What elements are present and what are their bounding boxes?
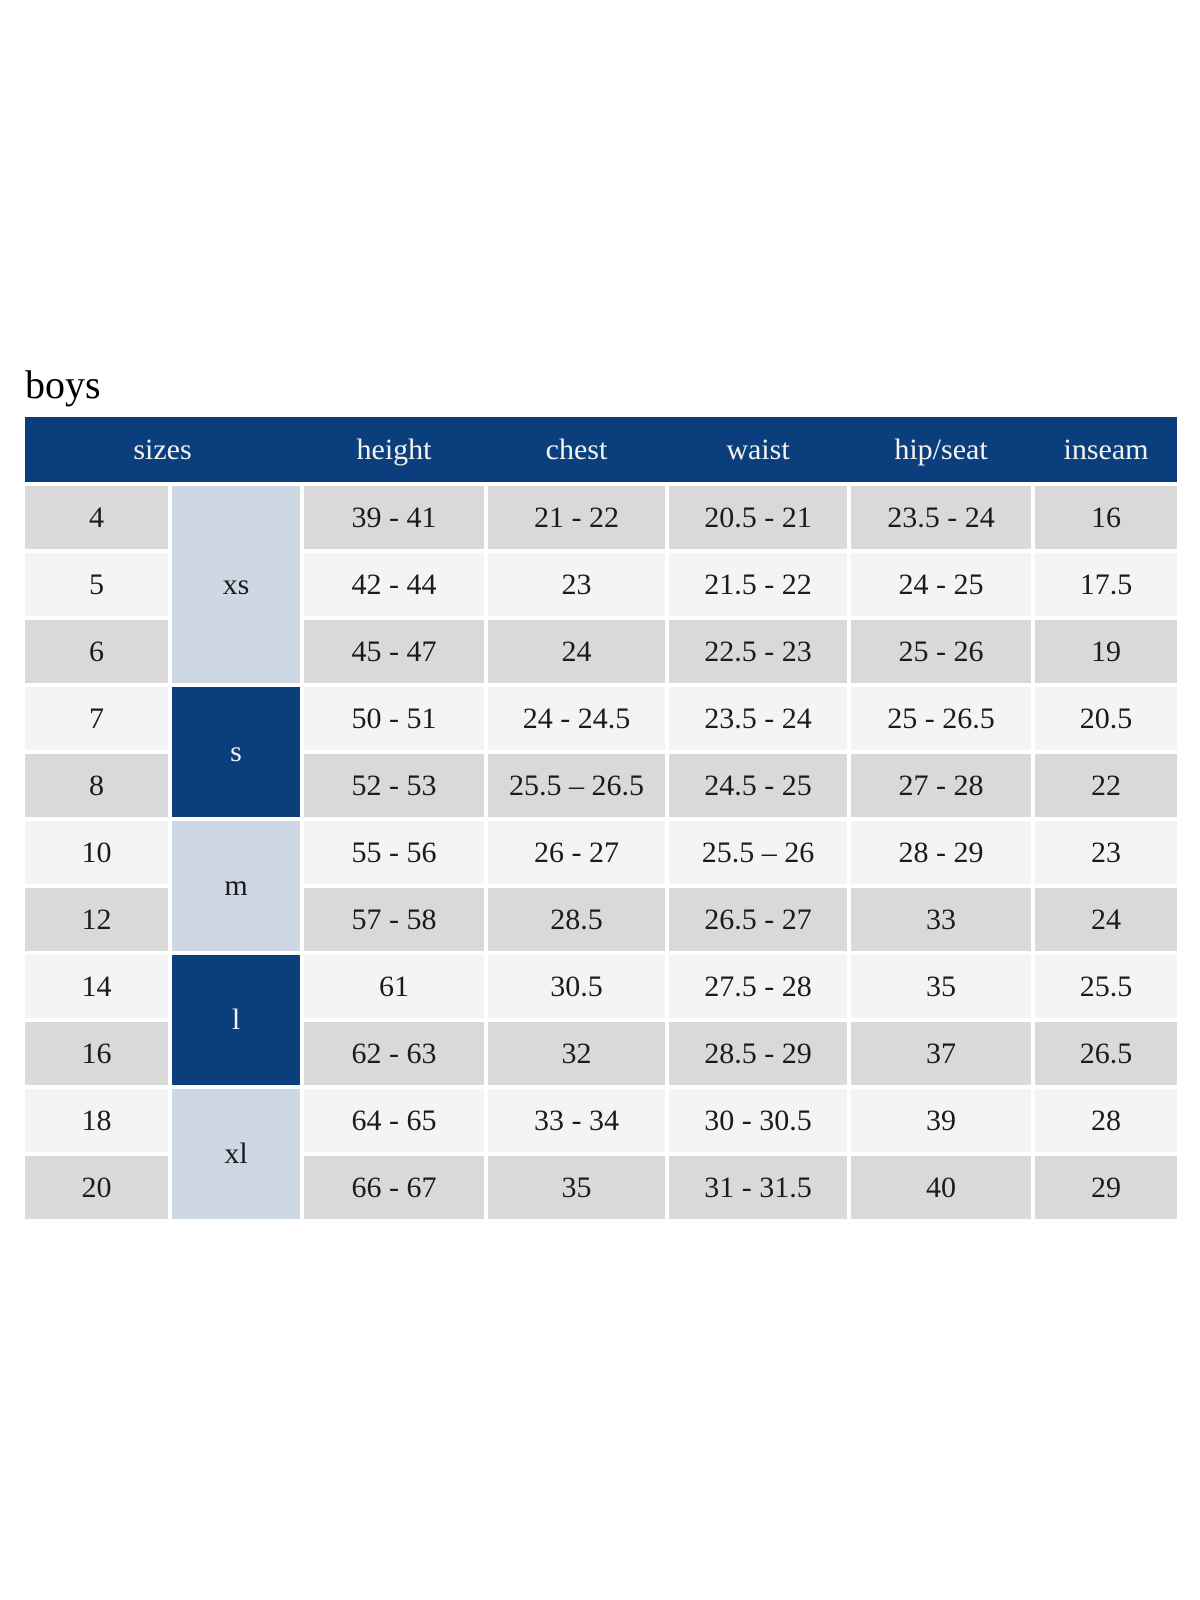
chest-cell: 24 - 24.5 bbox=[488, 687, 665, 750]
height-cell: 66 - 67 bbox=[304, 1156, 484, 1219]
size-group-l: l bbox=[172, 955, 300, 1085]
header-chest: chest bbox=[545, 432, 608, 466]
height-cell: 62 - 63 bbox=[304, 1022, 484, 1085]
height-cell: 64 - 65 bbox=[304, 1089, 484, 1152]
inseam-cell: 17.5 bbox=[1035, 553, 1177, 616]
inseam-cell: 20.5 bbox=[1035, 687, 1177, 750]
waist-cell: 25.5 – 26 bbox=[669, 821, 847, 884]
waist-cell: 30 - 30.5 bbox=[669, 1089, 847, 1152]
chest-cell: 35 bbox=[488, 1156, 665, 1219]
chest-cell: 30.5 bbox=[488, 955, 665, 1018]
hip-seat-cell: 24 - 25 bbox=[851, 553, 1031, 616]
header-waist: waist bbox=[726, 432, 790, 466]
hip-seat-cell: 27 - 28 bbox=[851, 754, 1031, 817]
inseam-cell: 19 bbox=[1035, 620, 1177, 683]
hip-seat-cell: 39 bbox=[851, 1089, 1031, 1152]
size-cell: 10 bbox=[25, 821, 168, 884]
waist-cell: 24.5 - 25 bbox=[669, 754, 847, 817]
size-cell: 5 bbox=[25, 553, 168, 616]
table-header-row: sizes height chest waist hip/seat inseam bbox=[25, 417, 1177, 482]
hip-seat-cell: 25 - 26 bbox=[851, 620, 1031, 683]
inseam-cell: 22 bbox=[1035, 754, 1177, 817]
height-cell: 50 - 51 bbox=[304, 687, 484, 750]
inseam-cell: 29 bbox=[1035, 1156, 1177, 1219]
chest-cell: 24 bbox=[488, 620, 665, 683]
height-cell: 61 bbox=[304, 955, 484, 1018]
height-cell: 42 - 44 bbox=[304, 553, 484, 616]
size-cell: 20 bbox=[25, 1156, 168, 1219]
inseam-cell: 26.5 bbox=[1035, 1022, 1177, 1085]
size-cell: 14 bbox=[25, 955, 168, 1018]
waist-cell: 22.5 - 23 bbox=[669, 620, 847, 683]
chest-cell: 26 - 27 bbox=[488, 821, 665, 884]
header-height: height bbox=[356, 432, 432, 466]
chest-cell: 21 - 22 bbox=[488, 486, 665, 549]
chest-cell: 23 bbox=[488, 553, 665, 616]
chest-cell: 25.5 – 26.5 bbox=[488, 754, 665, 817]
height-cell: 52 - 53 bbox=[304, 754, 484, 817]
height-cell: 55 - 56 bbox=[304, 821, 484, 884]
inseam-cell: 23 bbox=[1035, 821, 1177, 884]
hip-seat-cell: 25 - 26.5 bbox=[851, 687, 1031, 750]
size-cell: 18 bbox=[25, 1089, 168, 1152]
hip-seat-cell: 37 bbox=[851, 1022, 1031, 1085]
hip-seat-cell: 28 - 29 bbox=[851, 821, 1031, 884]
waist-cell: 28.5 - 29 bbox=[669, 1022, 847, 1085]
inseam-cell: 25.5 bbox=[1035, 955, 1177, 1018]
inseam-cell: 24 bbox=[1035, 888, 1177, 951]
waist-cell: 26.5 - 27 bbox=[669, 888, 847, 951]
chest-cell: 32 bbox=[488, 1022, 665, 1085]
hip-seat-cell: 23.5 - 24 bbox=[851, 486, 1031, 549]
waist-cell: 23.5 - 24 bbox=[669, 687, 847, 750]
size-group-xs: xs bbox=[172, 486, 300, 683]
boys-size-table: sizes height chest waist hip/seat inseam… bbox=[25, 417, 1177, 1219]
chest-cell: 33 - 34 bbox=[488, 1089, 665, 1152]
hip-seat-cell: 35 bbox=[851, 955, 1031, 1018]
size-cell: 7 bbox=[25, 687, 168, 750]
inseam-cell: 28 bbox=[1035, 1089, 1177, 1152]
chest-cell: 28.5 bbox=[488, 888, 665, 951]
hip-seat-cell: 33 bbox=[851, 888, 1031, 951]
header-sizes: sizes bbox=[133, 432, 192, 466]
page-title: boys bbox=[25, 362, 101, 407]
height-cell: 39 - 41 bbox=[304, 486, 484, 549]
header-inseam: inseam bbox=[1063, 432, 1149, 466]
waist-cell: 27.5 - 28 bbox=[669, 955, 847, 1018]
size-cell: 12 bbox=[25, 888, 168, 951]
waist-cell: 31 - 31.5 bbox=[669, 1156, 847, 1219]
size-group-xl: xl bbox=[172, 1089, 300, 1219]
inseam-cell: 16 bbox=[1035, 486, 1177, 549]
waist-cell: 20.5 - 21 bbox=[669, 486, 847, 549]
hip-seat-cell: 40 bbox=[851, 1156, 1031, 1219]
height-cell: 45 - 47 bbox=[304, 620, 484, 683]
size-cell: 16 bbox=[25, 1022, 168, 1085]
header-hip-seat: hip/seat bbox=[894, 432, 988, 466]
size-group-s: s bbox=[172, 687, 300, 817]
size-group-m: m bbox=[172, 821, 300, 951]
waist-cell: 21.5 - 22 bbox=[669, 553, 847, 616]
height-cell: 57 - 58 bbox=[304, 888, 484, 951]
size-cell: 8 bbox=[25, 754, 168, 817]
size-cell: 4 bbox=[25, 486, 168, 549]
size-cell: 6 bbox=[25, 620, 168, 683]
